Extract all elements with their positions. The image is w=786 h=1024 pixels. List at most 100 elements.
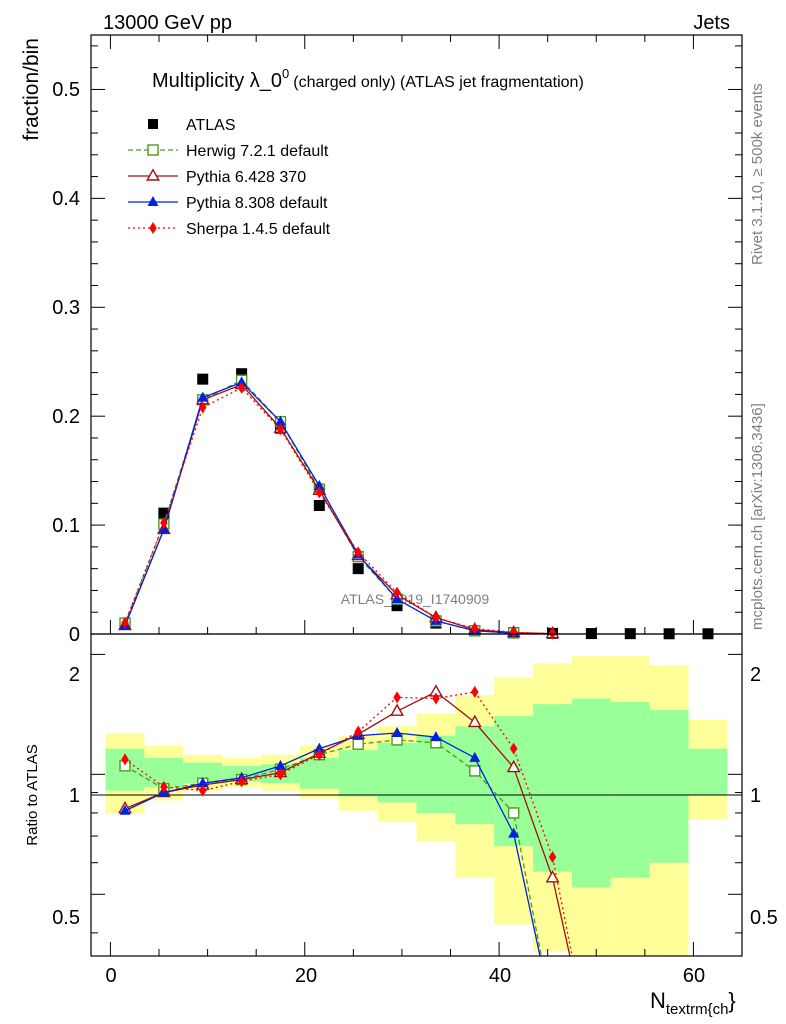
ratio-point-herwig1-6 bbox=[352, 738, 364, 750]
header-energy: 13000 GeV pp bbox=[103, 12, 232, 34]
analysis-watermark: ATLAS_2019_I1740909 bbox=[341, 591, 490, 607]
ratio-point-sherpa4-4 bbox=[276, 768, 285, 781]
ratio-point-pythia2-10 bbox=[506, 759, 521, 773]
green-band-bin-12 bbox=[571, 698, 611, 888]
y-tick-label-0.5: 0.5 bbox=[52, 79, 80, 101]
point-sherpa4-5 bbox=[315, 486, 324, 499]
ratio-point-pythia3-5 bbox=[313, 742, 325, 753]
ratio-tick-label-right-2: 2 bbox=[750, 664, 761, 686]
ratio-point-sherpa4-0 bbox=[121, 753, 129, 766]
ratio-point-sherpa4-3 bbox=[237, 775, 246, 788]
point-pythia3-4 bbox=[274, 415, 286, 426]
legend: ATLAS Herwig 7.2.1 default Pythia 6.428 … bbox=[128, 117, 331, 238]
point-sherpa4-0 bbox=[121, 616, 129, 629]
ratio-point-pythia3-9 bbox=[469, 751, 481, 762]
point-atlas0-5 bbox=[313, 499, 325, 511]
ratio-tick-label-1: 1 bbox=[69, 785, 80, 807]
green-band-bin-10 bbox=[494, 716, 534, 847]
point-sherpa4-10 bbox=[509, 626, 518, 639]
point-sherpa4-3 bbox=[237, 381, 246, 394]
ratio-series-sherpa4 bbox=[121, 685, 573, 956]
legend-label-sherpa: Sherpa 1.4.5 default bbox=[186, 221, 331, 238]
ratio-point-sherpa4-8 bbox=[432, 692, 440, 705]
point-sherpa4-8 bbox=[432, 611, 440, 624]
rivet-version-label: Rivet 3.1.10, ≥ 500k events bbox=[749, 83, 766, 265]
ratio-point-pythia3-4 bbox=[274, 759, 286, 770]
ratio-point-pythia3-10 bbox=[508, 827, 520, 838]
ratio-point-pythia3-2 bbox=[197, 777, 209, 788]
ratio-series-group bbox=[118, 684, 573, 956]
green-band-bin-15 bbox=[688, 748, 728, 795]
point-sherpa4-9 bbox=[471, 622, 479, 635]
y-axis-label: fraction/bin bbox=[20, 38, 43, 141]
legend-marker-pythia3 bbox=[147, 196, 159, 206]
legend-marker-herwig1 bbox=[147, 144, 159, 156]
x-tick-label-60: 60 bbox=[683, 965, 705, 987]
legend-marker-atlas0 bbox=[148, 119, 158, 129]
point-sherpa4-2 bbox=[198, 401, 207, 414]
point-sherpa4-1 bbox=[160, 516, 168, 529]
ratio-tick-label-0.5: 0.5 bbox=[52, 907, 80, 929]
ratio-point-sherpa4-11 bbox=[548, 851, 557, 864]
ratio-point-sherpa4-10 bbox=[509, 742, 518, 755]
y-tick-label-0.2: 0.2 bbox=[52, 406, 80, 428]
ratio-tick-label-right-1: 1 bbox=[750, 785, 761, 807]
green-band-bin-2 bbox=[183, 762, 223, 784]
ratio-point-sherpa4-6 bbox=[354, 725, 362, 738]
ratio-point-herwig1-9 bbox=[469, 765, 481, 777]
plot-title: Multiplicity λ_00(charged only) (ATLAS j… bbox=[152, 66, 584, 92]
ratio-point-sherpa4-9 bbox=[471, 685, 479, 698]
point-atlas0-2 bbox=[197, 373, 209, 385]
x-tick-label-20: 20 bbox=[295, 965, 317, 987]
ratio-tick-label-right-0.5: 0.5 bbox=[750, 907, 778, 929]
x-tick-label-0: 0 bbox=[105, 965, 116, 987]
green-band-bin-14 bbox=[649, 710, 689, 863]
ratio-point-sherpa4-5 bbox=[315, 748, 324, 761]
ratio-point-pythia2-11 bbox=[545, 870, 560, 883]
x-axis-label: Ntextrm{ch} bbox=[650, 988, 736, 1018]
ratio-point-herwig1-10 bbox=[507, 807, 520, 819]
header-process: Jets bbox=[693, 12, 730, 34]
ratio-point-pythia3-8 bbox=[430, 731, 442, 742]
point-sherpa4-6 bbox=[354, 546, 362, 559]
green-band-bin-6 bbox=[338, 750, 378, 797]
ratio-line-pythia3 bbox=[124, 732, 541, 956]
y-tick-label-0.1: 0.1 bbox=[52, 515, 80, 537]
mcplots-label: mcplots.cern.ch [arXiv:1306.3436] bbox=[749, 403, 766, 630]
legend-marker-pythia2 bbox=[146, 168, 160, 181]
point-atlas0-6 bbox=[352, 563, 364, 575]
ratio-plot-frame bbox=[90, 633, 743, 957]
point-pythia3-2 bbox=[197, 391, 209, 402]
y-tick-label-0: 0 bbox=[69, 624, 80, 646]
point-atlas0-1 bbox=[158, 507, 170, 519]
point-pythia3-3 bbox=[236, 376, 248, 387]
point-sherpa4-4 bbox=[276, 423, 285, 436]
ratio-point-sherpa4-2 bbox=[198, 784, 207, 797]
point-pythia3-5 bbox=[313, 479, 325, 490]
point-atlas0-7 bbox=[391, 600, 403, 612]
ratio-line-herwig1 bbox=[124, 739, 542, 956]
legend-label-atlas: ATLAS bbox=[186, 117, 236, 134]
legend-label-herwig: Herwig 7.2.1 default bbox=[186, 143, 329, 160]
ratio-point-pythia3-7 bbox=[391, 726, 403, 737]
green-band-bin-7 bbox=[377, 742, 417, 803]
green-band-bin-8 bbox=[416, 735, 456, 813]
green-band-bin-11 bbox=[533, 704, 572, 872]
green-band-bin-5 bbox=[299, 757, 339, 789]
y-tick-label-0.3: 0.3 bbox=[52, 297, 80, 319]
ratio-point-sherpa4-7 bbox=[393, 691, 401, 704]
legend-marker-sherpa4 bbox=[149, 222, 157, 234]
legend-label-pythia8: Pythia 8.308 default bbox=[186, 195, 328, 212]
point-sherpa4-7 bbox=[393, 586, 401, 599]
green-band-bin-13 bbox=[610, 701, 650, 878]
ratio-y-axis-label: Ratio to ATLAS bbox=[24, 744, 41, 845]
legend-label-pythia6: Pythia 6.428 370 bbox=[186, 169, 306, 186]
x-tick-label-40: 40 bbox=[489, 965, 511, 987]
ratio-point-pythia3-0 bbox=[119, 804, 131, 815]
axis-ticks bbox=[91, 35, 743, 956]
point-atlas0-3 bbox=[236, 368, 248, 380]
ratio-point-sherpa4-1 bbox=[160, 780, 168, 793]
y-tick-label-0.4: 0.4 bbox=[52, 188, 80, 210]
ratio-point-pythia2-7 bbox=[390, 703, 405, 716]
